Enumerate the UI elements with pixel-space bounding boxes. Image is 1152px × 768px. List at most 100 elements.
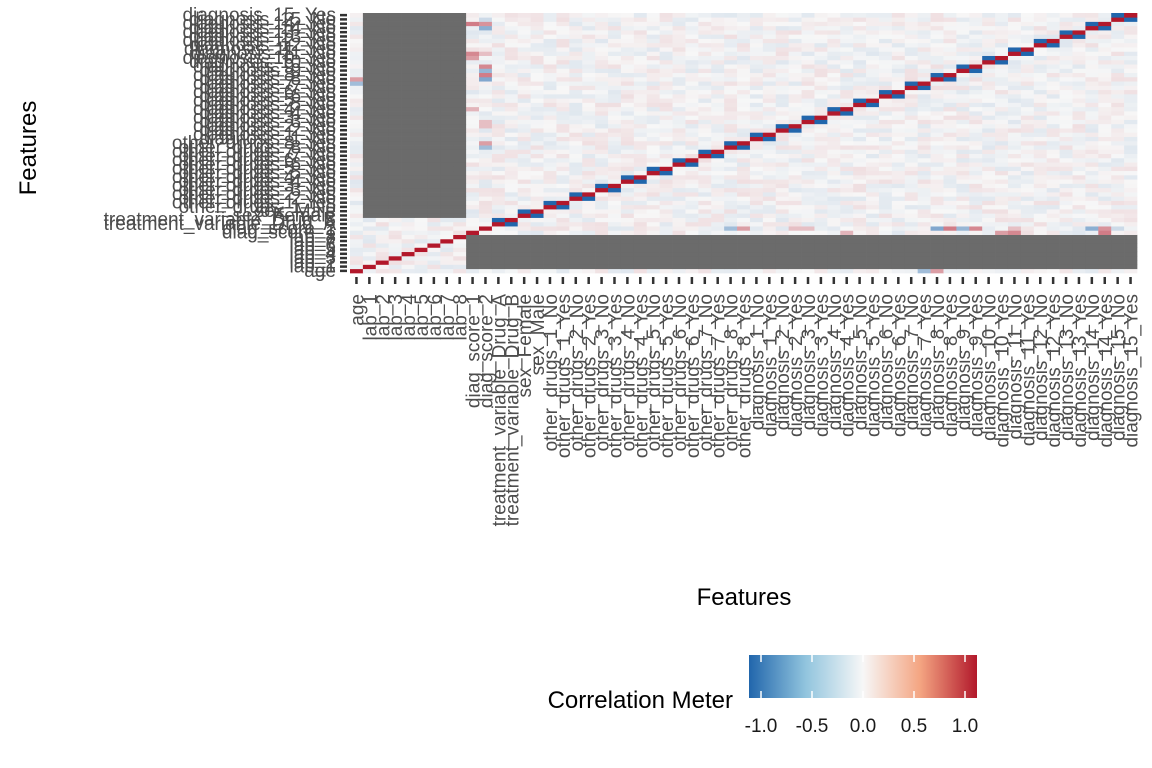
heatmap-cell [672,76,686,82]
heatmap-cell [1085,230,1099,235]
heatmap-cell [711,123,725,129]
heatmap-cell [543,72,557,78]
heatmap-cell [608,17,622,22]
heatmap-cell [375,85,390,91]
heatmap-cell [479,76,493,82]
heatmap-cell [362,157,377,163]
heatmap-cell [608,192,622,197]
heatmap-cell [569,162,583,167]
heatmap-cell [749,17,764,22]
heatmap-cell [672,243,686,248]
heatmap-cell [853,196,867,201]
heatmap-cell [646,64,660,69]
heatmap-cell [375,136,390,142]
heatmap-cell [930,196,944,201]
heatmap-cell [543,217,557,223]
heatmap-cell [698,72,712,78]
x-tick-label: lab_3 [386,294,407,341]
heatmap-cell [350,221,364,227]
heatmap-cell [633,200,648,206]
heatmap-cell [620,21,635,27]
heatmap-cell [775,136,789,142]
heatmap-cell [401,30,415,35]
heatmap-cell [479,123,493,129]
heatmap-cell [517,102,531,108]
heatmap-cell [698,89,712,95]
heatmap-cell [582,268,596,274]
heatmap-cell [904,243,919,248]
heatmap-cell [1007,230,1022,235]
heatmap-cell [1046,157,1060,163]
heatmap-cell [556,98,570,103]
x-tick-label: diagnosis_7_No [902,294,923,430]
heatmap-cell [556,145,570,150]
heatmap-cell [1046,187,1060,193]
heatmap-cell [620,243,635,248]
heatmap-cell [1111,72,1125,78]
heatmap-cell [530,30,544,35]
heatmap-cell [788,153,802,159]
heatmap-cell [969,85,983,91]
heatmap-cell [375,230,390,235]
heatmap-cell [685,76,699,82]
heatmap-cell [582,230,596,235]
heatmap-cell [504,268,519,274]
heatmap-cell [582,106,596,112]
heatmap-cell [801,268,815,274]
heatmap-cell [814,93,828,99]
heatmap-cell [840,76,854,82]
heatmap-cell [491,230,506,235]
heatmap-cell [737,192,751,197]
heatmap-cell [917,255,931,261]
heatmap-cell [995,111,1009,116]
heatmap-cell [543,140,557,146]
heatmap-cell [466,25,480,31]
heatmap-cell [853,132,867,137]
heatmap-cell [1098,209,1112,214]
heatmap-cell [427,234,441,240]
heatmap-cell [659,102,673,108]
heatmap-cell [956,81,970,86]
heatmap-cell [917,115,931,120]
heatmap-cell [698,196,712,201]
x-tick-label: sex_Male [528,294,549,375]
heatmap-cell [453,268,467,274]
heatmap-cell [749,149,764,154]
heatmap-cell [775,226,789,231]
heatmap-cell [1046,64,1060,69]
heatmap-cell [711,111,725,116]
heatmap-cell [479,136,493,142]
heatmap-cell [646,166,660,172]
heatmap-cell [775,13,789,18]
heatmap-cell [904,226,919,231]
heatmap-cell [1033,21,1048,27]
heatmap-cell [362,264,377,270]
heatmap-cell [788,204,802,210]
heatmap-cell [866,17,880,22]
heatmap-cell [840,260,854,265]
heatmap-cell [1085,30,1099,35]
heatmap-cell [685,25,699,31]
heatmap-cell [762,170,777,176]
heatmap-cell [504,76,519,82]
heatmap-cell [620,93,635,99]
heatmap-cell [582,68,596,74]
heatmap-cell [375,145,390,150]
heatmap-cell [375,102,390,108]
heatmap-cell [801,149,815,154]
heatmap-cell [956,55,970,61]
heatmap-cell [917,72,931,78]
heatmap-cell [504,93,519,99]
heatmap-cell [711,30,725,35]
heatmap-cell [491,76,506,82]
heatmap-cell [1046,183,1060,189]
heatmap-cell [1007,209,1022,214]
heatmap-cell [582,55,596,61]
heatmap-cell [1020,17,1035,22]
heatmap-cell [401,47,415,52]
heatmap-cell [1033,55,1048,61]
heatmap-cell [1059,204,1073,210]
heatmap-cell [362,183,377,189]
x-tick-label: diagnosis_3_Yes [812,294,833,437]
heatmap-cell [543,47,557,52]
